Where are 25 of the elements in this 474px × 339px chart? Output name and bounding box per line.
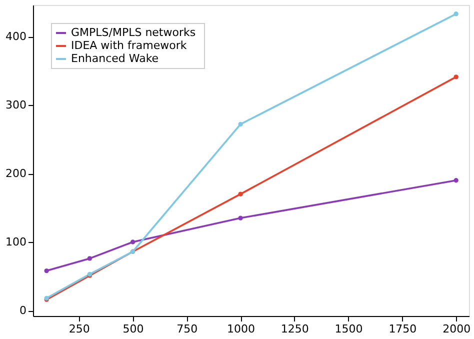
legend-label: Enhanced Wake [71, 52, 159, 65]
x-tick-label: 750 [176, 322, 198, 336]
y-tick-label: 200 [6, 167, 26, 180]
point [44, 268, 49, 274]
point [238, 192, 243, 196]
point [454, 12, 458, 16]
x-tick-label: 1250 [280, 322, 309, 336]
y-tick-label: 400 [6, 30, 26, 44]
y-tick-label: 0 [20, 304, 26, 318]
y-tick-label: 300 [6, 98, 26, 112]
point [454, 178, 458, 183]
x-tick-label: 1750 [388, 322, 417, 336]
point [238, 122, 243, 127]
x-tick-label: 1500 [334, 322, 363, 336]
x-tick-label: 250 [68, 322, 90, 336]
legend-label: GMPLS/MPLS networks [71, 26, 196, 39]
legend-label: IDEA with framework [71, 39, 188, 52]
point [87, 256, 92, 261]
point [454, 74, 458, 80]
point [130, 240, 136, 244]
x-tick-label: 500 [122, 322, 144, 336]
point [238, 216, 243, 220]
x-tick-label: 1000 [227, 322, 256, 336]
y-tick-label: 100 [6, 236, 26, 249]
x-tick-label: 2000 [442, 322, 471, 336]
